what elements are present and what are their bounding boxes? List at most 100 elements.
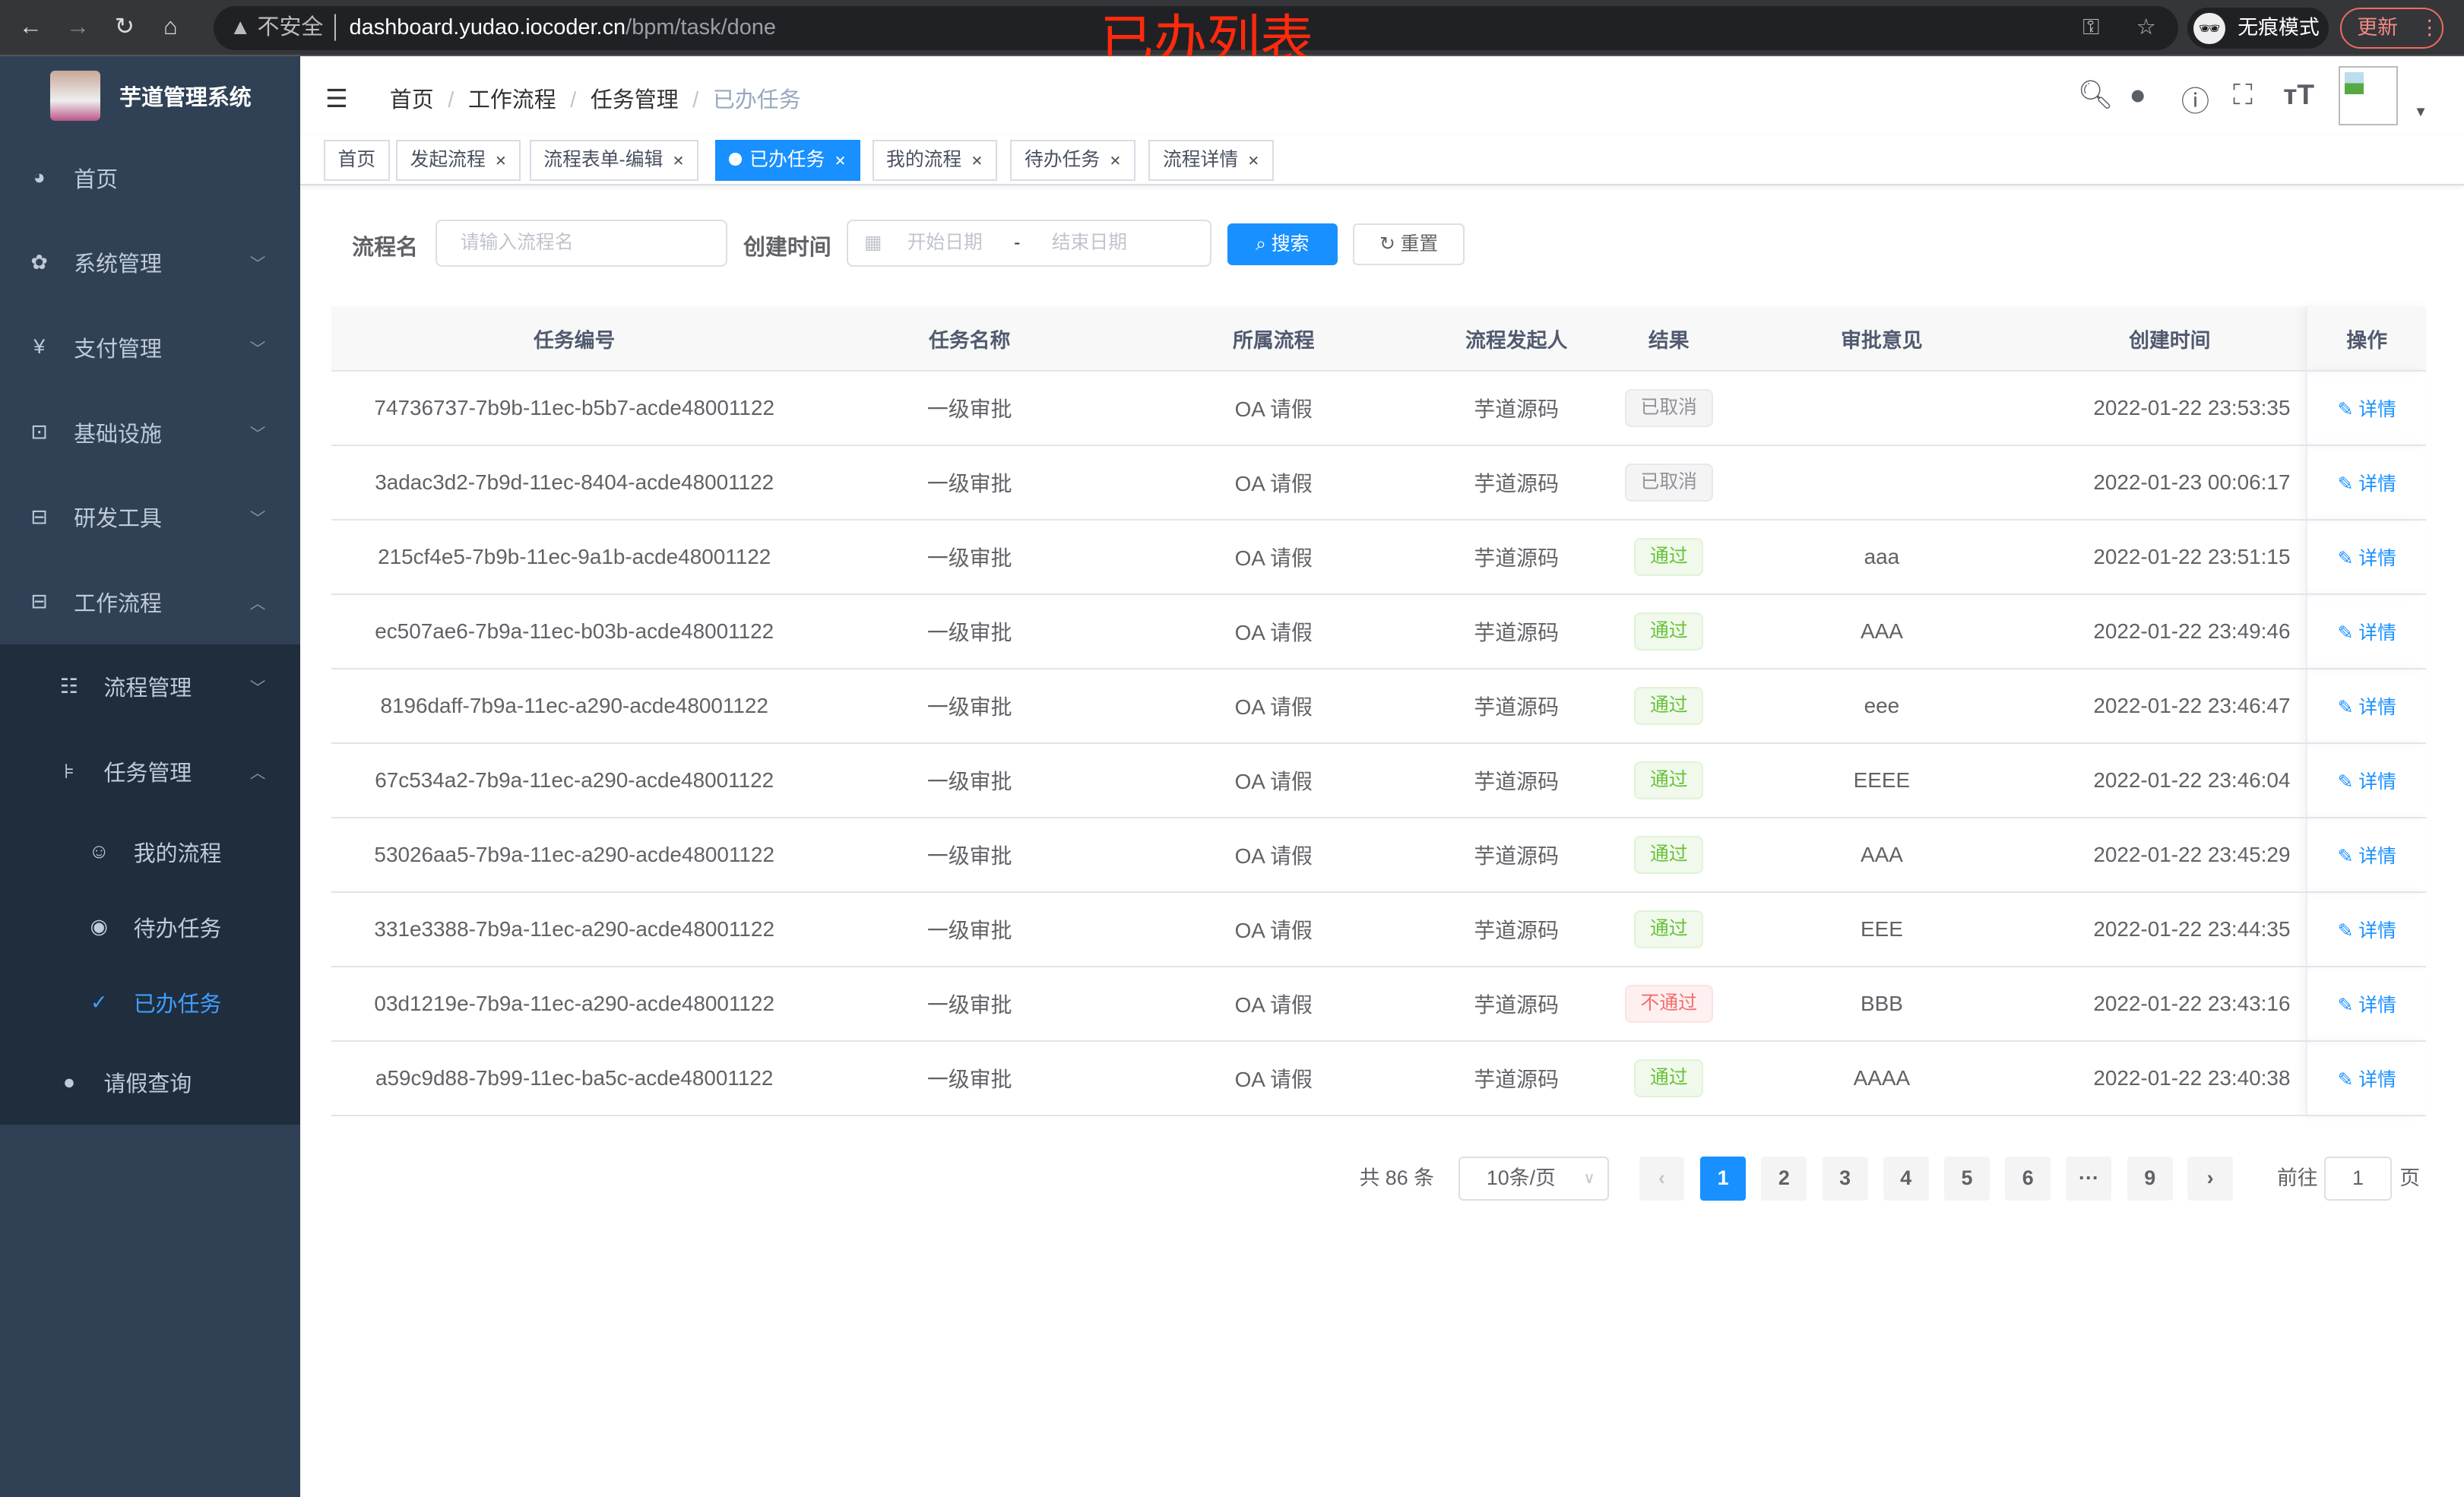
action-cell: ✎ 详情 <box>2306 891 2427 967</box>
caret-down-icon[interactable]: ▼ <box>2413 103 2428 120</box>
total-count: 共 86 条 <box>1359 1166 1434 1189</box>
sidebar-item[interactable]: ● 请假查询 <box>0 1040 300 1125</box>
breadcrumb-item[interactable]: 任务管理 <box>590 87 679 112</box>
detail-link[interactable]: ✎ 详情 <box>2338 623 2396 644</box>
breadcrumb-item[interactable]: 首页 <box>389 87 434 112</box>
sidebar-item[interactable]: ⊟ 研发工具 ﹀ <box>0 474 300 559</box>
sidebar-item[interactable]: ◕ 首页 <box>0 135 300 220</box>
cell-text: 一级审批 <box>926 397 1012 421</box>
sidebar-item[interactable]: ¥ 支付管理 ﹀ <box>0 305 300 390</box>
help-icon[interactable]: ⓘ <box>2181 85 2210 118</box>
sidebar-item[interactable]: ⊡ 基础设施 ﹀ <box>0 390 300 475</box>
star-icon[interactable]: ☆ <box>2136 15 2156 40</box>
tag-4[interactable]: 我的流程 ✕ <box>872 140 997 181</box>
tag-0[interactable]: 首页 <box>323 140 390 181</box>
tag-6[interactable]: 流程详情 ✕ <box>1148 140 1274 181</box>
forward-icon[interactable]: → <box>65 12 90 40</box>
page-button[interactable]: 1 <box>1700 1156 1747 1201</box>
address-bar[interactable]: ▲ 不安全 │ dashboard.yudao.iocoder.cn/bpm/t… <box>214 6 2178 51</box>
detail-link[interactable]: ✎ 详情 <box>2338 698 2396 718</box>
breadcrumb: 首页 / 工作流程 / 任务管理 / 已办任务 <box>390 82 801 114</box>
cell-text: AAA <box>1860 619 1903 643</box>
placeholder: 请输入流程名 <box>460 233 574 254</box>
fullscreen-icon[interactable]: ⛶ <box>2233 78 2253 111</box>
cell-text: 一级审批 <box>926 546 1012 570</box>
search-button[interactable]: ⌕ 搜索 <box>1227 223 1338 266</box>
search-icon[interactable]: 🔍︎ <box>2077 78 2114 111</box>
close-icon[interactable]: ✕ <box>834 153 847 169</box>
close-icon[interactable]: ✕ <box>672 153 685 169</box>
sidebar-item[interactable]: ⊟ 工作流程 ︿ <box>0 559 300 644</box>
detail-link[interactable]: ✎ 详情 <box>2338 400 2396 420</box>
detail-link[interactable]: ✎ 详情 <box>2338 549 2396 569</box>
tag-3[interactable]: 已办任务 ✕ <box>714 140 860 181</box>
back-icon[interactable]: ← <box>18 12 43 40</box>
table-cell: 8196daff-7b9a-11ec-a290-acde48001122 <box>331 668 818 744</box>
sidebar-item[interactable]: ⊧ 任务管理 ︿ <box>0 729 300 814</box>
date-range-picker[interactable]: ▦ 开始日期 - 结束日期 <box>847 220 1212 267</box>
table-cell: 67c534a2-7b9a-11ec-a290-acde48001122 <box>331 742 818 818</box>
page-button[interactable]: 5 <box>1944 1156 1990 1201</box>
action-cell: ✎ 详情 <box>2306 370 2427 446</box>
table-cell: 2022-01-22 23:40:38 <box>2033 1040 2307 1116</box>
cell-text: 芋道源码 <box>1474 620 1559 644</box>
toolbox-icon: ⊟ <box>30 590 48 613</box>
detail-label: 详情 <box>2358 622 2396 644</box>
page-button[interactable]: 2 <box>1761 1156 1807 1201</box>
update-button[interactable]: 更新 ⋮ <box>2339 8 2444 49</box>
detail-link[interactable]: ✎ 详情 <box>2338 474 2396 495</box>
github-icon[interactable]: ● <box>2129 78 2147 111</box>
page-button[interactable]: 9 <box>2127 1156 2173 1201</box>
cell-text: OA 请假 <box>1234 918 1313 942</box>
page-button[interactable]: 3 <box>1822 1156 1868 1201</box>
table-cell: 芋道源码 <box>1425 1040 1608 1116</box>
incognito-badge[interactable]: 🕶 无痕模式 <box>2187 8 2329 49</box>
tag-label: 已办任务 <box>749 150 825 170</box>
close-icon[interactable]: ✕ <box>495 153 507 169</box>
sidebar-item[interactable]: ☷ 流程管理 ﹀ <box>0 644 300 730</box>
sidebar-item[interactable]: ☺ 我的流程 <box>0 814 300 889</box>
sidebar-item[interactable]: ◉ 待办任务 <box>0 889 300 964</box>
table-row: 215cf4e5-7b9b-11ec-9a1b-acde48001122 一级审批… <box>331 519 2427 595</box>
detail-link[interactable]: ✎ 详情 <box>2338 772 2396 793</box>
sidebar-logo[interactable]: 芋道管理系统 <box>0 56 300 135</box>
goto-page-input[interactable]: 1 <box>2323 1156 2392 1201</box>
tag-1[interactable]: 发起流程 ✕ <box>396 140 521 181</box>
detail-link[interactable]: ✎ 详情 <box>2338 995 2396 1016</box>
reload-icon[interactable]: ↻ <box>114 12 135 40</box>
reset-button[interactable]: ↻ 重置 <box>1353 223 1465 266</box>
process-name-input[interactable]: 请输入流程名 <box>435 220 728 267</box>
table-cell: 芋道源码 <box>1425 519 1608 595</box>
next-page-button[interactable]: › <box>2187 1156 2234 1201</box>
column-header: 创建时间 <box>2033 306 2307 372</box>
table-cell: 2022-01-22 23:45:29 <box>2033 817 2307 893</box>
sidebar-item[interactable]: ✿ 系统管理 ﹀ <box>0 220 300 305</box>
page-button[interactable]: 4 <box>1883 1156 1929 1201</box>
sidebar: 芋道管理系统 ◕ 首页 ✿ 系统管理 ﹀ ¥ 支付管理 ﹀ ⊡ 基础设施 ﹀ ⊟ 研发工具 ﹀ ⊟ 工作流程 ︿… <box>0 56 300 1497</box>
sidebar-item-label: 已办任务 <box>133 992 222 1017</box>
home-icon[interactable]: ⌂ <box>163 12 178 40</box>
hamburger-icon[interactable]: ☰ <box>325 84 348 113</box>
avatar[interactable] <box>2338 65 2399 126</box>
close-icon[interactable]: ✕ <box>1109 153 1122 169</box>
page-button[interactable]: 6 <box>2005 1156 2051 1201</box>
detail-link[interactable]: ✎ 详情 <box>2338 921 2396 942</box>
action-cell: ✎ 详情 <box>2306 1040 2427 1116</box>
tag-2[interactable]: 流程表单-编辑 ✕ <box>529 140 698 181</box>
close-icon[interactable]: ✕ <box>971 153 983 169</box>
page-size-select[interactable]: 10条/页 ∨ <box>1458 1156 1610 1201</box>
cell-text: 一级审批 <box>926 918 1012 942</box>
table-cell: 芋道源码 <box>1425 891 1608 967</box>
table-cell: AAAA <box>1730 1040 2034 1116</box>
prev-page-button[interactable]: ‹ <box>1639 1156 1685 1201</box>
breadcrumb-item: 已办任务 <box>712 87 801 112</box>
detail-link[interactable]: ✎ 详情 <box>2338 847 2396 867</box>
tag-5[interactable]: 待办任务 ✕ <box>1010 140 1135 181</box>
breadcrumb-item[interactable]: 工作流程 <box>467 87 556 112</box>
font-size-icon[interactable]: тT <box>2283 78 2315 111</box>
key-icon[interactable]: ⚿ <box>2082 15 2100 40</box>
detail-link[interactable]: ✎ 详情 <box>2338 1070 2396 1090</box>
close-icon[interactable]: ✕ <box>1247 153 1260 169</box>
sidebar-item[interactable]: ✓ 已办任务 <box>0 964 300 1040</box>
page-button[interactable]: ··· <box>2066 1156 2112 1201</box>
